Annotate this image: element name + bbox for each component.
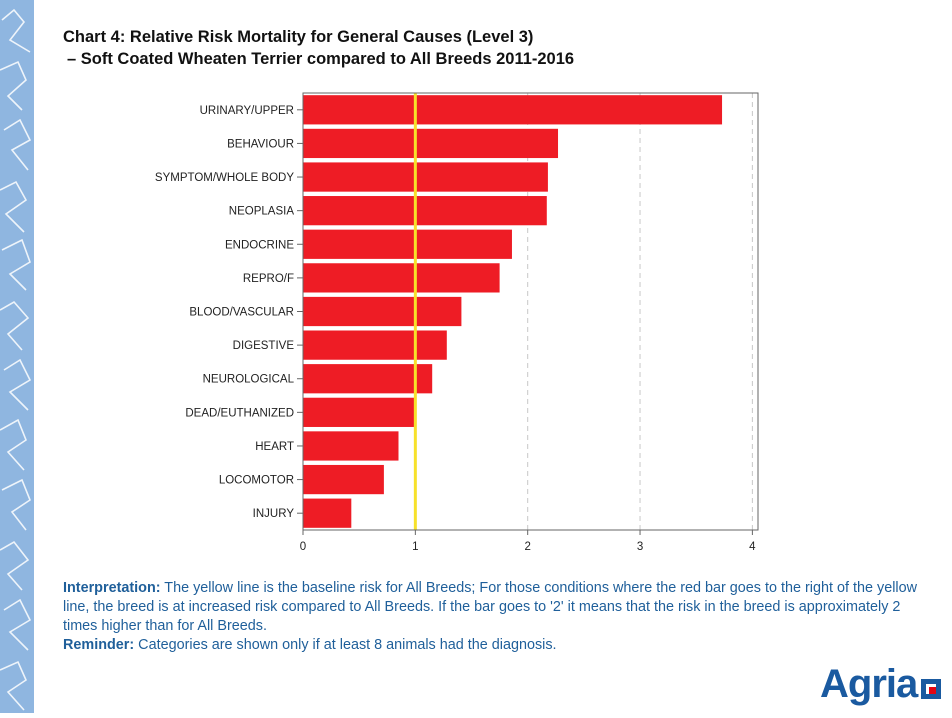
bar-neurological	[303, 364, 433, 394]
bar-endocrine	[303, 229, 512, 259]
bar-neoplasia	[303, 196, 547, 226]
y-tick-label-2: SYMPTOM/WHOLE BODY	[155, 172, 294, 184]
bar-blood-vascular	[303, 296, 462, 327]
x-tick-label-2: 2	[524, 541, 530, 553]
reminder-paragraph: Reminder: Categories are shown only if a…	[63, 636, 933, 655]
y-tick-label-3: NEOPLASIA	[229, 206, 295, 218]
x-tick-label-0: 0	[300, 541, 306, 553]
y-tick-label-0: URINARY/UPPER	[200, 105, 294, 117]
reminder-text: Categories are shown only if at least 8 …	[134, 637, 557, 653]
y-tick-label-6: BLOOD/VASCULAR	[189, 307, 294, 319]
bar-repro-f	[303, 263, 500, 293]
bar-locomotor	[303, 464, 384, 495]
reminder-label: Reminder:	[63, 637, 135, 653]
y-tick-label-9: DEAD/EUTHANIZED	[185, 407, 294, 419]
y-tick-label-4: ENDOCRINE	[225, 239, 294, 251]
bar-behaviour	[303, 128, 559, 159]
dog-pattern-icon	[0, 8, 32, 711]
agria-logo: Agria	[820, 662, 942, 706]
bar-injury	[303, 498, 352, 528]
interpretation-text: The yellow line is the baseline risk for…	[63, 580, 917, 634]
y-tick-label-5: REPRO/F	[243, 273, 294, 285]
interpretation-label: Interpretation:	[63, 580, 161, 596]
bar-dead-euthanized	[303, 397, 416, 427]
x-tick-label-3: 3	[637, 541, 643, 553]
interpretation-paragraph: Interpretation: The yellow line is the b…	[63, 579, 933, 636]
decorative-side-strip	[0, 0, 34, 713]
y-tick-label-8: NEUROLOGICAL	[203, 374, 295, 386]
bar-heart	[303, 431, 399, 461]
x-tick-label-4: 4	[749, 541, 756, 553]
interpretation-notes: Interpretation: The yellow line is the b…	[63, 579, 933, 655]
chart-title-line1: Chart 4: Relative Risk Mortality for Gen…	[63, 28, 534, 46]
y-tick-label-1: BEHAVIOUR	[227, 138, 294, 150]
y-tick-label-11: LOCOMOTOR	[219, 475, 294, 487]
logo-square-icon	[921, 679, 942, 699]
chart-title-line2: – Soft Coated Wheaten Terrier compared t…	[67, 50, 575, 68]
bar-urinary-upper	[303, 95, 723, 125]
y-tick-label-7: DIGESTIVE	[233, 340, 295, 352]
bar-digestive	[303, 330, 447, 360]
logo-text: Agria	[820, 662, 918, 706]
chart-title: Chart 4: Relative Risk Mortality for Gen…	[63, 26, 574, 70]
bar-symptom-whole-body	[303, 162, 548, 192]
y-tick-label-10: HEART	[255, 441, 294, 453]
y-tick-label-12: INJURY	[253, 508, 295, 520]
x-tick-label-1: 1	[412, 541, 418, 553]
